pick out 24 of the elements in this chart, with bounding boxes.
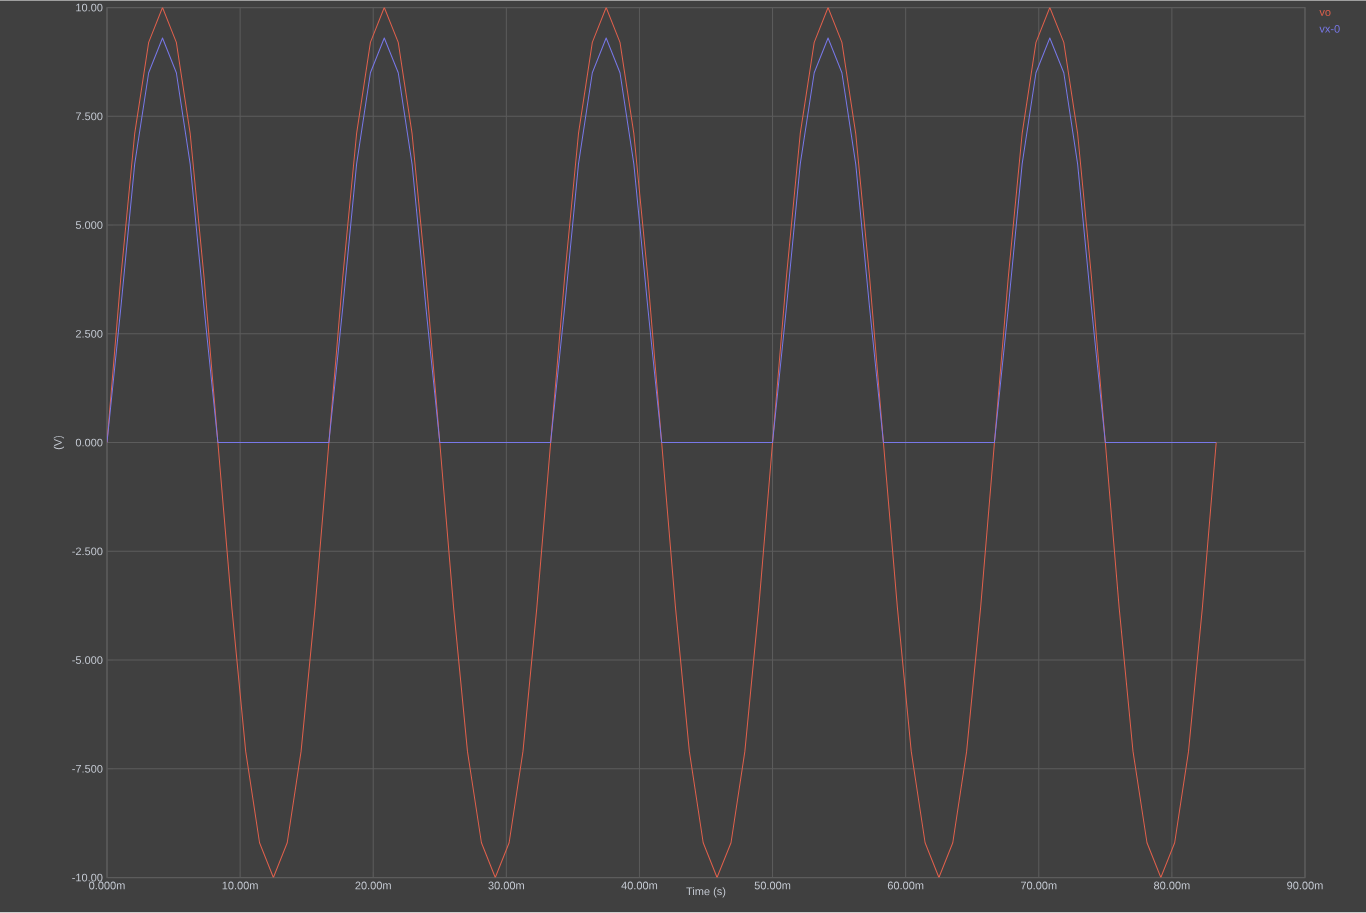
text: vx-0 (1319, 25, 1340, 33)
y-tick-label: -7.500 (72, 765, 103, 773)
x-tick-label: 90.00m (1287, 881, 1323, 890)
x-axis-title: Time (s) (686, 887, 726, 898)
y-tick-label: 7.500 (75, 112, 103, 121)
y-tick-label: -5.000 (72, 656, 103, 665)
x-tick-label: 70.00m (1020, 881, 1057, 890)
line-series (107, 7, 1217, 878)
y-tick-label: -10.00 (72, 873, 103, 882)
x-tick-label: 80.00m (1154, 881, 1190, 890)
y-tick-label: 0.000 (75, 438, 103, 447)
x-tick-label: 40.00m (621, 881, 658, 890)
y-axis-title: (V) (53, 436, 65, 450)
y-tick-label: 5.000 (75, 221, 103, 230)
x-tick-label: 30.00m (488, 881, 524, 890)
x-tick-label: 60.00m (887, 881, 924, 890)
x-tick-label: 0.000m (89, 881, 125, 890)
x-tick-label: 50.00m (754, 881, 791, 890)
x-tick-label: 20.00m (355, 881, 391, 890)
y-tick-label: 2.500 (75, 330, 103, 338)
x-tick-label: 10.00m (222, 881, 258, 890)
y-tick-label: -2.500 (72, 547, 103, 556)
text: vo (1319, 10, 1331, 17)
y-tick-label: 10.00 (76, 3, 103, 12)
